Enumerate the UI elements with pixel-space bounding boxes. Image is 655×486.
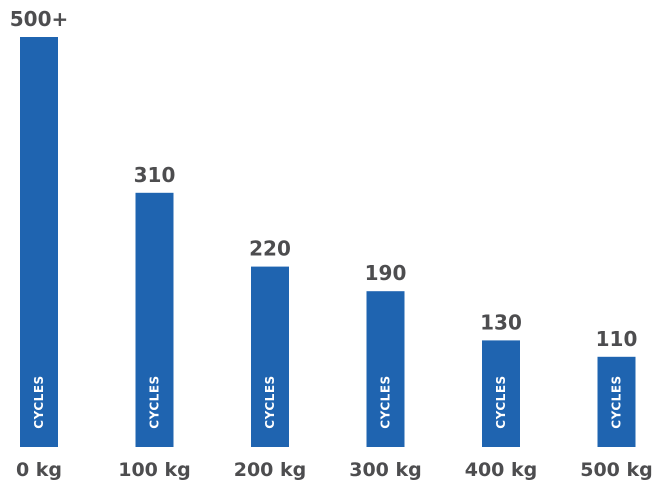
value-label-3: 190 xyxy=(365,261,407,285)
bar-1 xyxy=(135,192,174,447)
bar-inner-label-2: CYCLES xyxy=(263,375,277,428)
bar-4 xyxy=(482,340,520,447)
value-label-5: 110 xyxy=(596,327,638,351)
bar-inner-label-1: CYCLES xyxy=(148,375,162,428)
value-label-1: 310 xyxy=(134,163,176,187)
bar-5 xyxy=(597,356,636,447)
bar-3 xyxy=(366,291,405,447)
category-label-4: 400 kg xyxy=(465,459,538,481)
category-label-0: 0 kg xyxy=(16,459,62,481)
bar-inner-label-5: CYCLES xyxy=(610,375,624,428)
category-label-5: 500 kg xyxy=(580,459,653,481)
value-label-2: 220 xyxy=(249,237,291,261)
bar-0 xyxy=(20,37,58,447)
category-label-3: 300 kg xyxy=(349,459,422,481)
category-label-1: 100 kg xyxy=(118,459,191,481)
value-label-0: 500+ xyxy=(10,7,69,31)
bar-inner-label-0: CYCLES xyxy=(32,375,46,428)
bar-inner-label-4: CYCLES xyxy=(494,375,508,428)
category-label-2: 200 kg xyxy=(234,459,307,481)
bar-2 xyxy=(251,266,289,447)
value-label-4: 130 xyxy=(480,310,522,334)
bar-inner-label-3: CYCLES xyxy=(379,375,393,428)
